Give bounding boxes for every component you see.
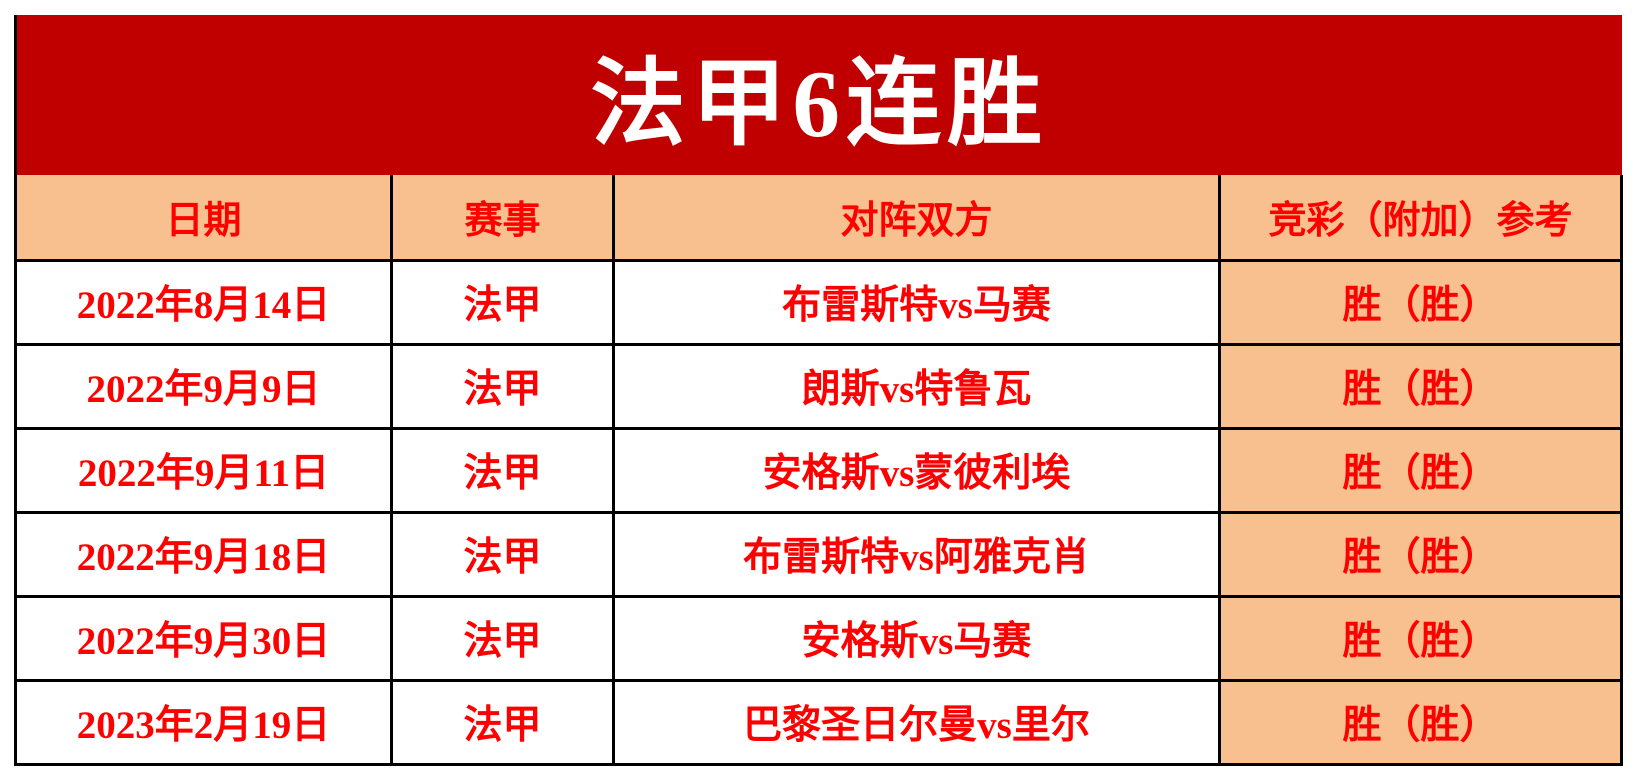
date-cell: 2022年8月14日 [14, 258, 393, 346]
page-title: 法甲6连胜 [13, 15, 1622, 175]
column-header-reference: 竞彩（附加）参考 [1217, 175, 1624, 262]
league-cell: 法甲 [390, 258, 615, 346]
table-row: 2022年9月9日 法甲 朗斯vs特鲁瓦 胜（胜） [14, 342, 1624, 430]
date-cell: 2023年2月19日 [14, 678, 393, 766]
league-cell: 法甲 [390, 510, 615, 598]
table-row: 2022年9月18日 法甲 布雷斯特vs阿雅克肖 胜（胜） [14, 510, 1624, 598]
result-cell: 胜（胜） [1217, 510, 1624, 598]
result-cell: 胜（胜） [1217, 678, 1624, 766]
title-banner-row: 法甲6连胜 [13, 15, 1622, 175]
results-table: 法甲6连胜 日期 赛事 对阵双方 竞彩（附加）参考 2022年8月14日 法甲 … [13, 15, 1624, 766]
result-cell: 胜（胜） [1217, 426, 1624, 514]
table-row: 2023年2月19日 法甲 巴黎圣日尔曼vs里尔 胜（胜） [14, 678, 1624, 766]
table-row: 2022年9月30日 法甲 安格斯vs马赛 胜（胜） [14, 594, 1624, 682]
match-cell: 布雷斯特vs阿雅克肖 [612, 510, 1221, 598]
date-cell: 2022年9月9日 [14, 342, 393, 430]
table-row: 2022年8月14日 法甲 布雷斯特vs马赛 胜（胜） [14, 258, 1624, 346]
league-cell: 法甲 [390, 678, 615, 766]
result-cell: 胜（胜） [1217, 258, 1624, 346]
column-header-league: 赛事 [390, 175, 615, 262]
table-row: 2022年9月11日 法甲 安格斯vs蒙彼利埃 胜（胜） [14, 426, 1624, 514]
league-cell: 法甲 [390, 342, 615, 430]
column-header-match: 对阵双方 [612, 175, 1221, 262]
date-cell: 2022年9月11日 [14, 426, 393, 514]
match-cell: 巴黎圣日尔曼vs里尔 [612, 678, 1221, 766]
date-cell: 2022年9月18日 [14, 510, 393, 598]
date-cell: 2022年9月30日 [14, 594, 393, 682]
match-cell: 朗斯vs特鲁瓦 [612, 342, 1221, 430]
result-cell: 胜（胜） [1217, 594, 1624, 682]
league-cell: 法甲 [390, 426, 615, 514]
result-cell: 胜（胜） [1217, 342, 1624, 430]
match-cell: 安格斯vs蒙彼利埃 [612, 426, 1221, 514]
table-header-row: 日期 赛事 对阵双方 竞彩（附加）参考 [14, 175, 1624, 262]
column-header-date: 日期 [14, 175, 393, 262]
match-cell: 布雷斯特vs马赛 [612, 258, 1221, 346]
league-cell: 法甲 [390, 594, 615, 682]
match-cell: 安格斯vs马赛 [612, 594, 1221, 682]
